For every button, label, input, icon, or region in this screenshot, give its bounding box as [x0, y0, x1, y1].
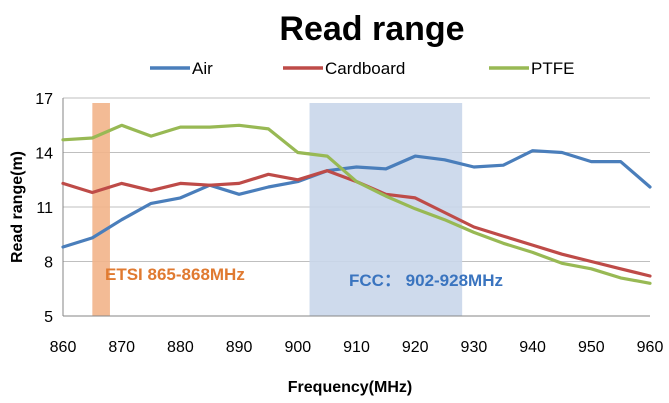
x-tick-label: 900: [284, 339, 311, 356]
series-lines: [61, 123, 652, 285]
x-tick-label: 910: [343, 339, 370, 356]
x-tick-label: 880: [167, 339, 194, 356]
legend-label-cardboard: Cardboard: [325, 59, 405, 78]
x-axis-label: Frequency(MHz): [288, 379, 412, 396]
x-tick-label: 920: [402, 339, 429, 356]
chart-title: Read range: [279, 10, 464, 48]
y-tick-label: 17: [35, 91, 53, 108]
x-tick-label: 960: [637, 339, 664, 356]
x-tick-label: 860: [50, 339, 77, 356]
y-tick-label: 8: [44, 255, 53, 272]
band-0: [92, 103, 110, 316]
y-axis-label: Read range(m): [9, 151, 26, 263]
series-line-air: [61, 149, 652, 249]
x-tick-label: 930: [461, 339, 488, 356]
legend-label-air: Air: [192, 59, 213, 78]
x-tick-label: 950: [578, 339, 605, 356]
legend: Air Cardboard PTFE: [150, 59, 574, 78]
y-tick-label: 14: [35, 146, 53, 163]
band-label-0: ETSI 865-868MHz: [105, 265, 245, 284]
band-label-1: FCC： 902-928MHz: [349, 271, 503, 290]
y-tick-labels: 5 8 11 14 17: [35, 91, 53, 326]
legend-label-ptfe: PTFE: [531, 59, 574, 78]
axes: [62, 98, 650, 317]
series-line-ptfe: [61, 123, 652, 285]
x-tick-label: 890: [226, 339, 253, 356]
x-tick-label: 870: [108, 339, 135, 356]
y-tick-label: 5: [44, 309, 53, 326]
x-tick-label: 940: [519, 339, 546, 356]
y-tick-label: 11: [36, 200, 53, 217]
x-tick-labels: 860 870 880 890 900 910 920 930 940 950 960: [50, 339, 664, 356]
